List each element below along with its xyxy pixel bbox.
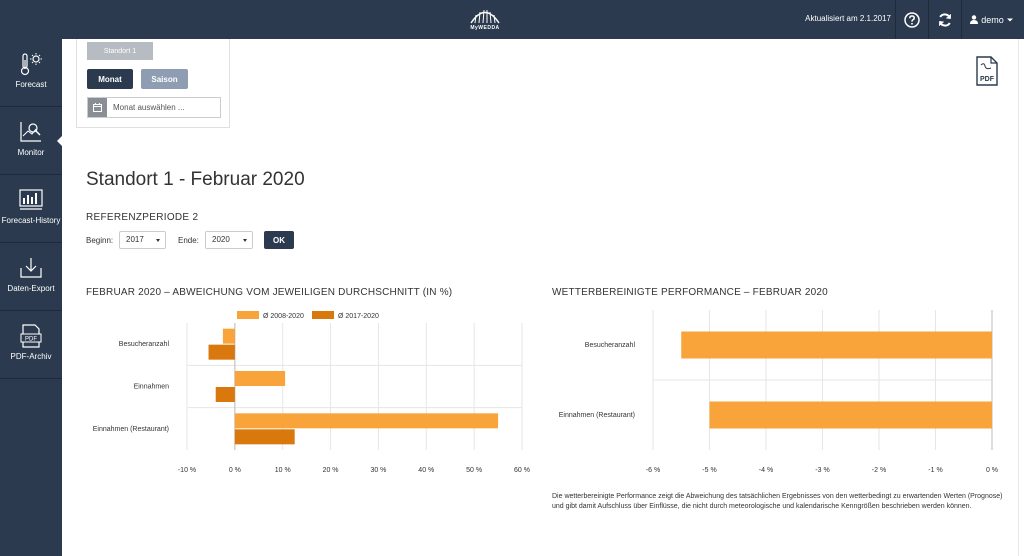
standort-button[interactable]: Standort 1	[87, 42, 153, 60]
y-category-label: Einnahmen (Restaurant)	[93, 426, 169, 433]
bar	[234, 371, 286, 386]
explanation-note: Die wetterbereinigte Performance zeigt d…	[552, 493, 1003, 510]
chart1-title: FEBRUAR 2020 – ABWEICHUNG VOM JEWEILIGEN…	[86, 287, 453, 298]
x-tick-label: 20 %	[323, 467, 339, 474]
month-picker[interactable]: Monat auswählen ...	[87, 97, 221, 118]
x-tick-label: -3 %	[815, 467, 829, 474]
performance-chart: -6 % -5 % -4 % -3 % -2 % -1 % 0 % Besucheranzah…	[559, 310, 998, 474]
begin-select[interactable]: 2017	[119, 231, 166, 249]
logo-icon	[470, 9, 500, 24]
download-icon	[20, 258, 42, 278]
user-name: demo	[981, 14, 1004, 25]
history-chart-icon	[19, 189, 43, 210]
logo-text: MyWEDDA	[470, 25, 500, 31]
legend-swatch	[237, 311, 259, 319]
sidebar-item-daten-export[interactable]: Daten-Export	[0, 243, 62, 311]
refresh-button[interactable]	[929, 0, 961, 39]
saison-button[interactable]: Saison	[141, 69, 188, 89]
x-tick-label: 0 %	[986, 467, 998, 474]
x-tick-label: -1 %	[928, 467, 942, 474]
pdf-file-icon: PDF	[976, 56, 998, 86]
svg-text:PDF: PDF	[25, 337, 37, 343]
divider	[895, 0, 896, 39]
begin-value: 2017	[126, 235, 144, 244]
end-label: Ende:	[178, 236, 199, 245]
referenz-title: REFERENZPERIODE 2	[86, 212, 199, 223]
x-tick-label: 30 %	[370, 467, 386, 474]
bar	[215, 387, 235, 402]
begin-label: Beginn:	[86, 236, 114, 245]
pdf-download-button[interactable]: PDF	[976, 56, 998, 86]
monat-button[interactable]: Monat	[87, 69, 133, 89]
y-category-label: Besucheranzahl	[585, 342, 636, 349]
pdf-icon: PDF	[20, 324, 42, 348]
sidebar-item-label: Forecast	[15, 80, 47, 89]
sidebar-item-forecast-history[interactable]: Forecast-History	[0, 175, 62, 243]
legend-label: Ø 2008-2020	[263, 313, 304, 320]
x-tick-label: 0 %	[229, 467, 241, 474]
divider	[928, 0, 929, 39]
x-tick-label: -5 %	[702, 467, 716, 474]
top-bar: MyWEDDA Aktualisiert am 2.1.2017 demo	[0, 0, 1024, 39]
logo[interactable]: MyWEDDA	[465, 6, 505, 34]
bar	[709, 401, 992, 429]
x-tick-label: -6 %	[646, 467, 660, 474]
selector-panel: Standort 1 Monat Saison Monat auswählen …	[76, 39, 230, 128]
bar	[222, 328, 235, 344]
caret-down-icon	[156, 239, 160, 242]
deviation-chart: -10 % 0 % 10 % 20 % 30 % 40 % 50 % 60 % Ø 2008-2…	[93, 311, 530, 474]
pdf-label: PDF	[980, 76, 995, 83]
bar	[681, 331, 992, 359]
scrollbar[interactable]	[1018, 39, 1024, 556]
legend-label: Ø 2017-2020	[338, 313, 379, 320]
updated-text: Aktualisiert am 2.1.2017	[805, 14, 891, 23]
y-category-label: Besucheranzahl	[119, 341, 170, 348]
caret-down-icon	[1006, 18, 1013, 21]
end-select[interactable]: 2020	[205, 231, 253, 249]
page-title: Standort 1 - Februar 2020	[86, 169, 305, 190]
user-icon	[970, 15, 979, 24]
sidebar-item-pdf-archiv[interactable]: PDF PDF-Archiv	[0, 311, 62, 379]
divider	[961, 0, 962, 39]
refresh-icon	[939, 12, 951, 27]
sidebar-item-monitor[interactable]: Monitor	[0, 107, 63, 175]
calendar-icon[interactable]	[88, 98, 107, 117]
sidebar-item-label: Daten-Export	[7, 284, 55, 293]
x-tick-label: -2 %	[872, 467, 886, 474]
active-indicator	[57, 135, 63, 147]
x-tick-label: 10 %	[275, 467, 291, 474]
caret-down-icon	[243, 239, 247, 242]
chart2-title: WETTERBEREINIGTE PERFORMANCE – FEBRUAR 2…	[552, 287, 828, 298]
sidebar-item-label: Monitor	[17, 148, 45, 157]
monitor-chart-icon	[20, 122, 41, 142]
bar	[234, 413, 499, 429]
user-menu[interactable]: demo	[962, 0, 1022, 39]
bar	[234, 429, 295, 445]
y-category-label: Einnahmen (Restaurant)	[559, 412, 635, 419]
x-tick-label: -4 %	[759, 467, 773, 474]
y-category-label: Einnahmen	[134, 384, 170, 391]
sidebar-item-forecast[interactable]: Forecast	[0, 39, 62, 107]
help-circle-icon	[904, 11, 920, 28]
sidebar-item-label: Forecast-History	[1, 216, 61, 225]
sidebar: Forecast Monitor Forecast-History Daten-…	[0, 39, 63, 556]
help-button[interactable]	[896, 0, 928, 39]
end-value: 2020	[212, 235, 230, 244]
sidebar-item-label: PDF-Archiv	[10, 352, 52, 361]
bar	[208, 344, 235, 360]
x-tick-label: -10 %	[178, 467, 196, 474]
x-tick-label: 50 %	[466, 467, 482, 474]
x-tick-label: 60 %	[514, 467, 530, 474]
legend-swatch	[312, 311, 334, 319]
ok-button[interactable]: OK	[264, 231, 294, 249]
x-tick-label: 40 %	[418, 467, 434, 474]
thermometer-sun-icon	[20, 53, 42, 76]
month-input-placeholder[interactable]: Monat auswählen ...	[113, 103, 185, 112]
